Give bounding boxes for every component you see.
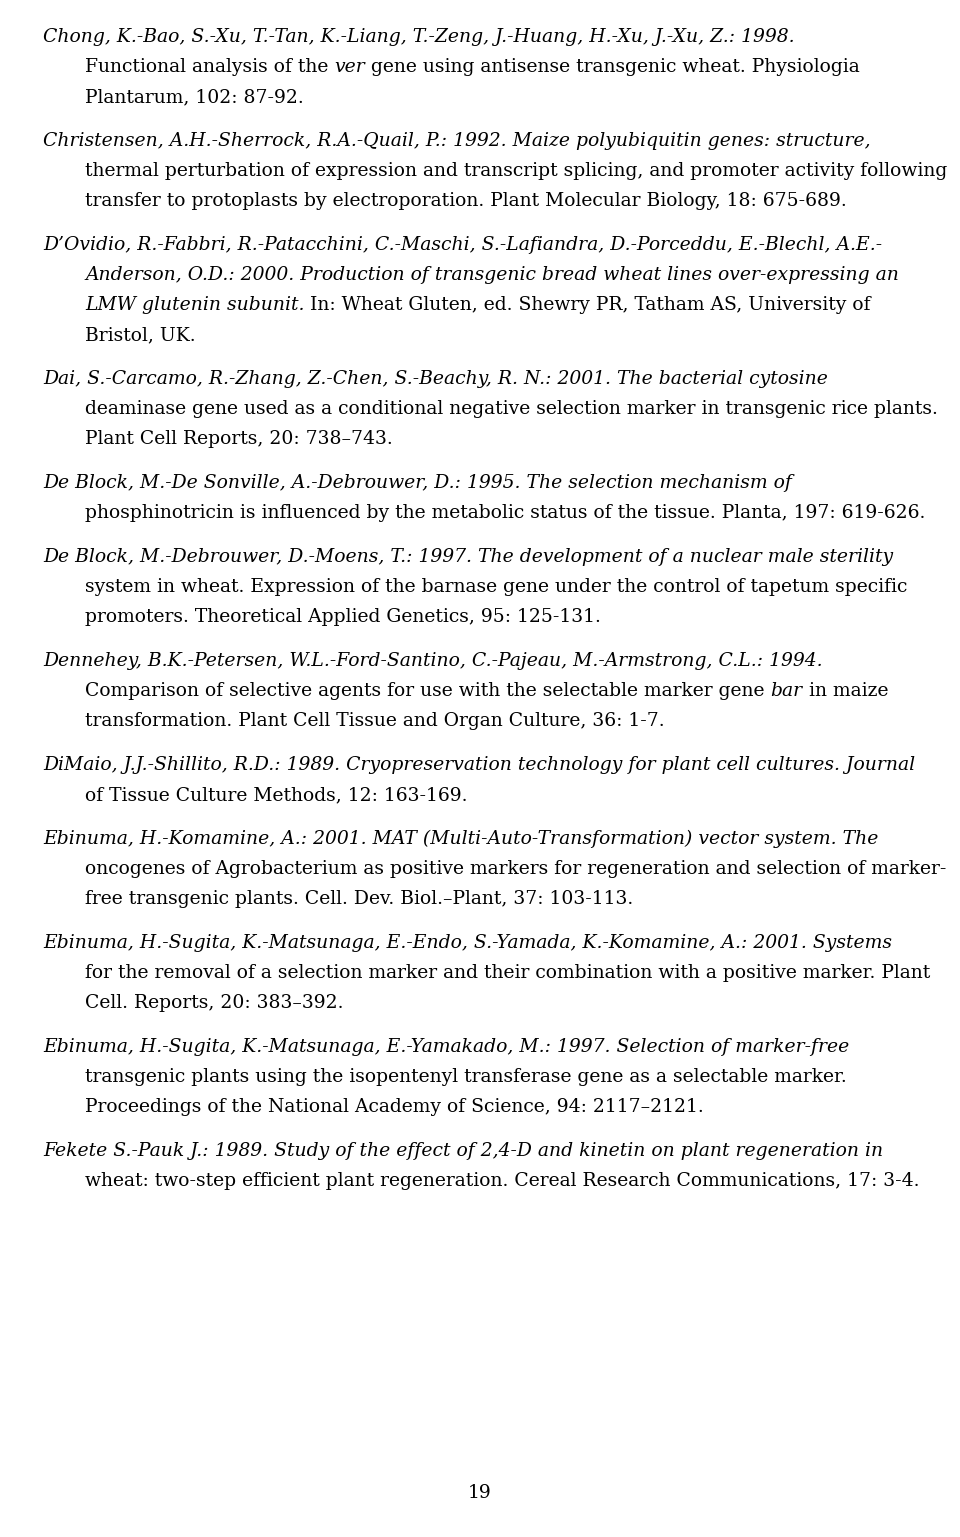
Text: Dai, S.-Carcamo, R.-Zhang, Z.-Chen, S.-Beachy, R. N.: 2001. The bacterial cytosi: Dai, S.-Carcamo, R.-Zhang, Z.-Chen, S.-B… (43, 370, 828, 387)
Text: system in wheat. Expression of the barnase gene under the control of tapetum spe: system in wheat. Expression of the barna… (85, 578, 907, 596)
Text: Plantarum, 102: 87-92.: Plantarum, 102: 87-92. (85, 88, 303, 106)
Text: D’Ovidio, R.-Fabbri, R.-Patacchini, C.-Maschi, S.-Lafiandra, D.-Porceddu, E.-Ble: D’Ovidio, R.-Fabbri, R.-Patacchini, C.-M… (43, 237, 882, 254)
Text: transformation. Plant Cell Tissue and Organ Culture, 36: 1-7.: transformation. Plant Cell Tissue and Or… (85, 712, 664, 730)
Text: De Block, M.-De Sonville, A.-Debrouwer, D.: 1995. The selection mechanism of: De Block, M.-De Sonville, A.-Debrouwer, … (43, 473, 792, 492)
Text: Chong, K.-Bao, S.-Xu, T.-Tan, K.-Liang, T.-Zeng, J.-Huang, H.-Xu, J.-Xu, Z.: 199: Chong, K.-Bao, S.-Xu, T.-Tan, K.-Liang, … (43, 28, 795, 46)
Text: of Tissue Culture Methods, 12: 163-169.: of Tissue Culture Methods, 12: 163-169. (85, 785, 468, 804)
Text: Bristol, UK.: Bristol, UK. (85, 326, 196, 344)
Text: wheat: two-step efficient plant regeneration. Cereal Research Communications, 17: wheat: two-step efficient plant regenera… (85, 1173, 920, 1190)
Text: De Block, M.-Debrouwer, D.-Moens, T.: 1997. The development of a nuclear male st: De Block, M.-Debrouwer, D.-Moens, T.: 19… (43, 549, 893, 566)
Text: Plant Cell Reports, 20: 738–743.: Plant Cell Reports, 20: 738–743. (85, 430, 393, 447)
Text: Comparison of selective agents for use with the selectable marker gene: Comparison of selective agents for use w… (85, 682, 771, 699)
Text: Ebinuma, H.-Komamine, A.: 2001. MAT (Multi-Auto-Transformation) vector system. T: Ebinuma, H.-Komamine, A.: 2001. MAT (Mul… (43, 830, 878, 848)
Text: transgenic plants using the isopentenyl transferase gene as a selectable marker.: transgenic plants using the isopentenyl … (85, 1068, 847, 1087)
Text: bar: bar (771, 682, 803, 699)
Text: LMW glutenin subunit.: LMW glutenin subunit. (85, 297, 304, 314)
Text: Ebinuma, H.-Sugita, K.-Matsunaga, E.-Yamakado, M.: 1997. Selection of marker-fre: Ebinuma, H.-Sugita, K.-Matsunaga, E.-Yam… (43, 1037, 850, 1056)
Text: Anderson, O.D.: 2000. Production of transgenic bread wheat lines over-expressing: Anderson, O.D.: 2000. Production of tran… (85, 266, 899, 284)
Text: Ebinuma, H.-Sugita, K.-Matsunaga, E.-Endo, S.-Yamada, K.-Komamine, A.: 2001. Sys: Ebinuma, H.-Sugita, K.-Matsunaga, E.-End… (43, 934, 892, 951)
Text: gene using antisense transgenic wheat. Physiologia: gene using antisense transgenic wheat. P… (365, 58, 860, 75)
Text: Fekete S.-Pauk J.: 1989. Study of the effect of 2,4-D and kinetin on plant regen: Fekete S.-Pauk J.: 1989. Study of the ef… (43, 1142, 883, 1160)
Text: phosphinotricin is influenced by the metabolic status of the tissue. Planta, 197: phosphinotricin is influenced by the met… (85, 504, 925, 523)
Text: 19: 19 (468, 1485, 492, 1502)
Text: Cell. Reports, 20: 383–392.: Cell. Reports, 20: 383–392. (85, 994, 344, 1011)
Text: oncogenes of Agrobacterium as positive markers for regeneration and selection of: oncogenes of Agrobacterium as positive m… (85, 861, 947, 878)
Text: deaminase gene used as a conditional negative selection marker in transgenic ric: deaminase gene used as a conditional neg… (85, 400, 938, 418)
Text: DiMaio, J.J.-Shillito, R.D.: 1989. Cryopreservation technology for plant cell cu: DiMaio, J.J.-Shillito, R.D.: 1989. Cryop… (43, 756, 915, 775)
Text: free transgenic plants. Cell. Dev. Biol.–Plant, 37: 103-113.: free transgenic plants. Cell. Dev. Biol.… (85, 890, 634, 908)
Text: In: Wheat Gluten, ed. Shewry PR, Tatham AS, University of: In: Wheat Gluten, ed. Shewry PR, Tatham … (304, 297, 871, 314)
Text: promoters. Theoretical Applied Genetics, 95: 125-131.: promoters. Theoretical Applied Genetics,… (85, 609, 601, 626)
Text: ver: ver (334, 58, 365, 75)
Text: Functional analysis of the: Functional analysis of the (85, 58, 334, 75)
Text: Christensen, A.H.-Sherrock, R.A.-Quail, P.: 1992. Maize polyubiquitin genes: str: Christensen, A.H.-Sherrock, R.A.-Quail, … (43, 132, 871, 151)
Text: transfer to protoplasts by electroporation. Plant Molecular Biology, 18: 675-689: transfer to protoplasts by electroporati… (85, 192, 847, 211)
Text: Proceedings of the National Academy of Science, 94: 2117–2121.: Proceedings of the National Academy of S… (85, 1097, 704, 1116)
Text: Dennehey, B.K.-Petersen, W.L.-Ford-Santino, C.-Pajeau, M.-Armstrong, C.L.: 1994.: Dennehey, B.K.-Petersen, W.L.-Ford-Santi… (43, 652, 823, 670)
Text: in maize: in maize (803, 682, 888, 699)
Text: thermal perturbation of expression and transcript splicing, and promoter activit: thermal perturbation of expression and t… (85, 161, 948, 180)
Text: for the removal of a selection marker and their combination with a positive mark: for the removal of a selection marker an… (85, 964, 930, 982)
